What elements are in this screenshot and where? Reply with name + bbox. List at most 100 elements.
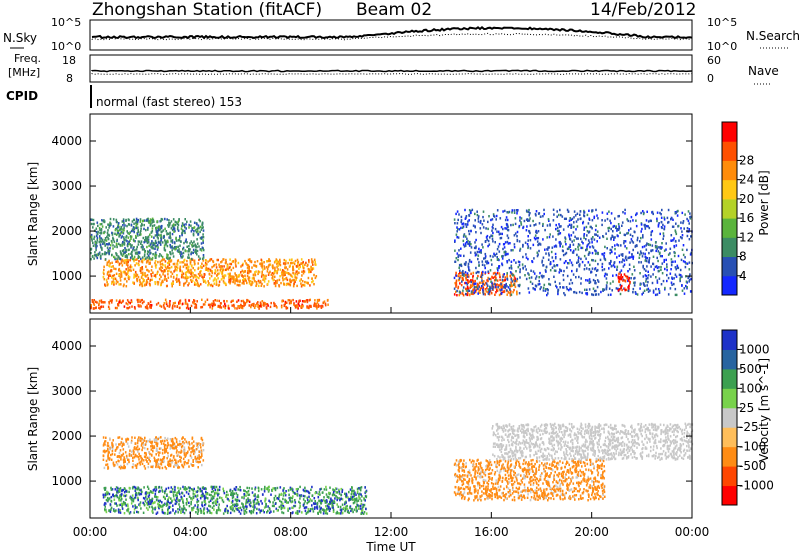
- heatmap-cell: [233, 303, 235, 307]
- heatmap-cell: [130, 266, 133, 269]
- heatmap-cell: [217, 284, 220, 287]
- heatmap-cell: [671, 217, 673, 220]
- heatmap-cell: [135, 221, 137, 225]
- heatmap-cell: [469, 240, 471, 244]
- heatmap-cell: [195, 442, 198, 445]
- heatmap-cell: [107, 237, 110, 241]
- heatmap-cell: [588, 209, 590, 212]
- heatmap-cell: [107, 447, 109, 450]
- heatmap-cell: [497, 258, 499, 261]
- heatmap-cell: [116, 238, 118, 242]
- heatmap-cell: [131, 436, 133, 439]
- heatmap-cell: [123, 305, 126, 308]
- heatmap-cell: [148, 262, 150, 265]
- heatmap-cell: [116, 491, 118, 494]
- heatmap-cell: [231, 496, 234, 500]
- heatmap-cell: [244, 277, 247, 280]
- heatmap-cell: [264, 485, 266, 489]
- heatmap-cell: [288, 258, 291, 262]
- heatmap-cell: [509, 294, 512, 297]
- heatmap-cell: [498, 284, 500, 288]
- heatmap-cell: [162, 458, 164, 461]
- heatmap-cell: [522, 226, 524, 230]
- heatmap-cell: [620, 273, 622, 276]
- heatmap-cell: [155, 254, 158, 257]
- heatmap-cell: [485, 290, 487, 293]
- heatmap-cell: [510, 260, 513, 263]
- heatmap-cell: [155, 241, 158, 245]
- heatmap-cell: [178, 301, 180, 304]
- heatmap-cell: [209, 505, 212, 508]
- colorbar-swatch: [722, 275, 737, 296]
- heatmap-cell: [129, 268, 131, 272]
- heatmap-cell: [92, 300, 95, 304]
- heatmap-cell: [485, 227, 487, 230]
- heatmap-cell: [475, 266, 477, 270]
- heatmap-cell: [272, 264, 274, 268]
- colorbar-swatch: [722, 218, 737, 238]
- heatmap-cell: [345, 492, 348, 496]
- heatmap-cell: [453, 218, 456, 221]
- heatmap-cell: [240, 299, 243, 303]
- heatmap-cell: [532, 270, 535, 273]
- heatmap-cell: [679, 274, 682, 277]
- heatmap-cell: [296, 304, 299, 308]
- heatmap-cell: [190, 451, 192, 454]
- heatmap-cell: [172, 490, 174, 494]
- heatmap-cell: [493, 279, 496, 282]
- heatmap-cell: [674, 273, 677, 276]
- heatmap-cell: [160, 237, 162, 240]
- heatmap-cell: [624, 274, 627, 278]
- heatmap-cell: [522, 266, 524, 269]
- heatmap-cell: [189, 262, 192, 266]
- heatmap-cell: [201, 266, 203, 269]
- heatmap-cell: [210, 497, 213, 500]
- heatmap-cell: [528, 214, 530, 217]
- heatmap-cell: [104, 237, 107, 240]
- heatmap-cell: [624, 240, 627, 243]
- heatmap-cell: [115, 461, 118, 464]
- heatmap-cell: [525, 253, 527, 256]
- heatmap-cell: [224, 509, 226, 512]
- heatmap-cell: [107, 261, 110, 264]
- heatmap-cell: [583, 268, 586, 271]
- heatmap-cell: [117, 508, 120, 511]
- heatmap-cell: [95, 246, 97, 249]
- heatmap-cell: [633, 277, 635, 280]
- heatmap-cell: [191, 450, 194, 453]
- heatmap-cell: [146, 256, 148, 259]
- heatmap-cell: [498, 293, 501, 297]
- heatmap-cell: [274, 268, 276, 272]
- heatmap-cell: [246, 501, 249, 504]
- heatmap-cell: [251, 266, 253, 269]
- heatmap-cell: [168, 236, 170, 239]
- heatmap-cell: [160, 436, 162, 439]
- heatmap-cell: [298, 271, 300, 274]
- heatmap-cell: [116, 243, 118, 246]
- heatmap-cell: [498, 265, 500, 268]
- heatmap-cell: [474, 251, 476, 254]
- heatmap-cell: [534, 238, 537, 241]
- heatmap-cell: [209, 306, 211, 309]
- heatmap-cell: [298, 263, 301, 267]
- heatmap-cell: [666, 216, 669, 220]
- heatmap-cell: [670, 218, 672, 221]
- heatmap-cell: [595, 274, 597, 277]
- heatmap-cell: [125, 273, 128, 277]
- heatmap-cell: [120, 271, 122, 274]
- heatmap-cell: [189, 258, 191, 262]
- heatmap-cell: [543, 275, 545, 278]
- heatmap-cell: [164, 227, 166, 230]
- heatmap-cell: [594, 228, 597, 232]
- heatmap-cell: [169, 232, 171, 235]
- heatmap-cell: [602, 235, 604, 238]
- heatmap-cell: [119, 503, 122, 506]
- heatmap-cell: [294, 306, 297, 309]
- heatmap-cell: [276, 306, 278, 309]
- heatmap-cell: [183, 241, 185, 245]
- heatmap-cell: [196, 245, 198, 249]
- heatmap-cell: [132, 466, 134, 469]
- heatmap-cell: [670, 261, 673, 264]
- heatmap-cell: [200, 494, 203, 498]
- heatmap-cell: [112, 274, 114, 278]
